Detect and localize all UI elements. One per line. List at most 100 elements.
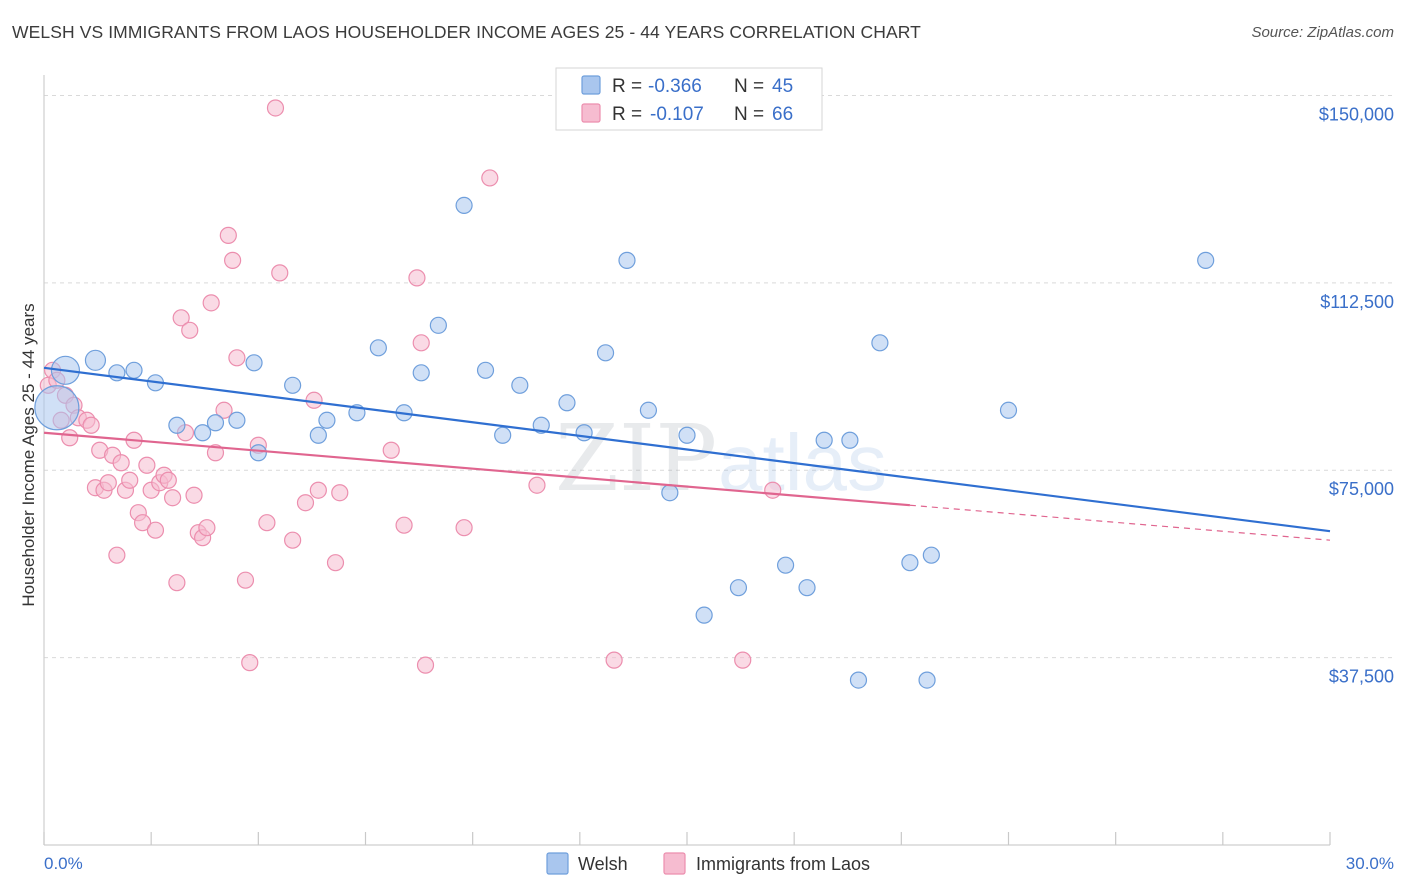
welsh-point-4 [125,361,143,379]
laos-point-40 [219,226,237,244]
welsh-point-10 [245,354,263,372]
welsh-point-9 [228,411,246,429]
series-laos-points [39,99,782,674]
laos-point-42 [228,349,246,367]
legend-label-welsh: Welsh [578,854,628,874]
legend-label-laos: Immigrants from Laos [696,854,870,874]
welsh-point-7 [194,424,212,442]
series-welsh-points [34,196,1215,689]
welsh-point-34 [776,556,795,574]
welsh-point-18 [412,364,430,382]
y-tick-label-37500: $37,500 [1329,667,1394,687]
legend-swatch-laos-bottom [663,852,686,875]
welsh-point-44 [1197,251,1215,269]
welsh-point-31 [678,426,696,444]
laos-point-49 [284,531,302,549]
laos-point-36 [198,519,216,537]
laos-point-13 [99,474,117,492]
y-axis-label: Householder Income Ages 25 - 44 years [19,303,38,606]
welsh-point-23 [511,376,529,394]
laos-point-16 [112,454,130,472]
laos-point-65 [764,481,782,499]
laos-point-28 [164,489,182,507]
laos-point-55 [382,441,400,459]
welsh-point-35 [798,579,816,597]
legend-r-label-2: R = [612,104,642,125]
laos-point-21 [133,514,152,532]
legend-r-value-1: -0.366 [648,76,702,97]
y-tick-label-150000: $150,000 [1319,104,1394,124]
laos-point-63 [605,651,623,669]
welsh-point-25 [558,394,576,412]
x-ticks [43,832,1331,845]
laos-point-37 [202,294,220,312]
laos-point-18 [121,471,139,489]
welsh-point-32 [695,606,713,624]
welsh-point-43 [999,401,1018,419]
welsh-point-30 [661,484,679,502]
laos-point-41 [224,251,242,269]
laos-point-5 [61,429,79,447]
welsh-point-36 [815,431,833,449]
laos-point-48 [271,264,289,282]
watermark-atlas: atlas [718,418,887,507]
series-legend: Welsh Immigrants from Laos [546,852,870,875]
welsh-point-8 [206,414,225,432]
laos-point-32 [181,321,199,339]
y-tick-label-75000: $75,000 [1329,479,1394,499]
laos-point-64 [734,651,752,669]
laos-point-29 [168,574,186,592]
welsh-point-6 [168,416,186,434]
laos-point-24 [146,521,165,539]
welsh-point-16 [369,339,387,357]
laos-point-59 [416,656,435,674]
x-tick-label-min: 0.0% [44,854,83,873]
laos-point-9 [82,416,100,434]
laos-point-57 [408,269,426,287]
welsh-point-28 [618,251,636,269]
watermark-zip: ZIP [555,405,717,512]
legend-swatch-welsh-bottom [546,852,569,875]
laos-point-39 [215,401,233,419]
source-label: Source: ZipAtlas.com [1251,24,1394,41]
laos-point-62 [528,476,546,494]
legend-n-value-1: 45 [772,76,793,97]
laos-point-54 [331,484,349,502]
laos-point-52 [309,481,327,499]
legend-n-value-2: 66 [772,104,793,125]
welsh-point-37 [841,431,859,449]
welsh-point-19 [429,316,447,334]
welsh-point-13 [309,426,327,444]
welsh-point-12 [284,376,302,394]
chart-title: WELSH VS IMMIGRANTS FROM LAOS HOUSEHOLDE… [12,22,921,42]
laos-point-15 [108,546,126,564]
laos-point-30 [172,309,190,327]
laos-trend-line [43,431,910,507]
legend-swatch-welsh [581,75,601,95]
welsh-point-29 [639,401,658,419]
legend-n-label-2: N = [734,104,764,125]
laos-point-56 [395,516,413,534]
laos-point-38 [206,444,225,462]
laos-point-53 [326,554,345,572]
welsh-point-11 [249,444,267,462]
laos-point-47 [266,99,285,117]
welsh-point-42 [922,546,940,564]
welsh-point-20 [455,196,473,215]
laos-point-46 [258,514,276,532]
legend-r-label-1: R = [612,76,642,97]
welsh-point-21 [476,361,495,379]
welsh-point-24 [532,416,550,434]
laos-point-61 [481,169,499,187]
welsh-point-33 [729,579,748,597]
y-tick-label-112500: $112,500 [1320,292,1394,312]
welsh-point-2 [84,349,107,371]
laos-trend-line-extension [909,504,1331,541]
laos-point-22 [138,456,156,474]
x-tick-label-max: 30.0% [1346,854,1394,873]
laos-point-27 [159,471,177,489]
y-tick-labels: $37,500 $75,000 $112,500 $150,000 [1319,104,1394,686]
laos-point-58 [412,334,430,352]
laos-point-44 [241,654,259,672]
